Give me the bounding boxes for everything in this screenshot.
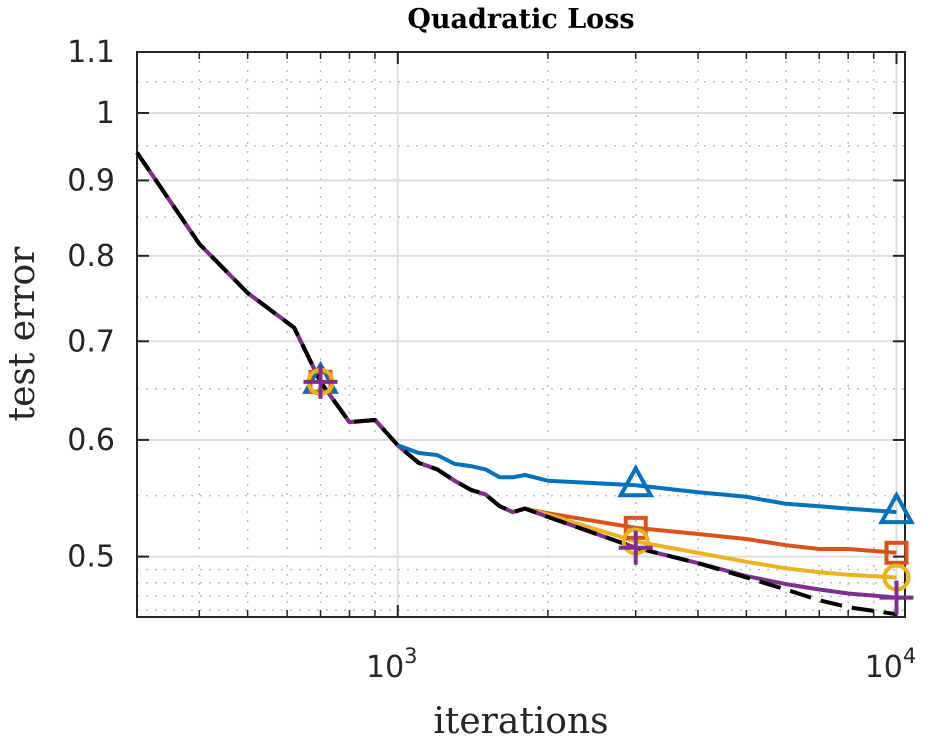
- series-red-line: [524, 506, 897, 555]
- plot-area-frame: [136, 51, 906, 618]
- y-axis-title: test error: [2, 246, 43, 422]
- series-blue-shared-line: [135, 151, 526, 515]
- x-tick-exponent: 4: [903, 644, 916, 668]
- x-tick-base: 10: [366, 650, 404, 685]
- x-tick-exponent: 3: [404, 644, 417, 668]
- series-purple-marker: [879, 580, 914, 615]
- series-red-shared-line: [135, 151, 526, 515]
- series-markers: [302, 360, 915, 615]
- tick-marks: [136, 51, 905, 617]
- series-purple-marker: [618, 530, 653, 565]
- y-tick-label: 0.9: [67, 163, 115, 198]
- y-tick-label: 0.8: [67, 239, 115, 274]
- x-tick-base: 10: [865, 650, 903, 685]
- x-tick-label: 103: [366, 644, 418, 685]
- series-red-marker: [884, 540, 909, 565]
- series-black-dashed-line: [135, 151, 897, 617]
- series-purple-marker: [303, 364, 338, 399]
- series-yellow-shared-line: [135, 151, 526, 515]
- series-purple-shared-line: [135, 151, 526, 515]
- chart-title: Quadratic Loss: [407, 4, 634, 35]
- series-blue-marker: [878, 491, 915, 525]
- y-tick-label: 0.5: [67, 540, 115, 575]
- y-tick-label: 1: [96, 96, 115, 131]
- series-yellow-line: [524, 506, 897, 580]
- x-tick-label: 104: [865, 644, 917, 685]
- y-tick-label: 1.1: [67, 35, 115, 70]
- x-axis-title: iterations: [433, 701, 608, 742]
- series-blue-marker: [617, 464, 655, 498]
- y-tick-label: 0.7: [67, 324, 115, 359]
- y-tick-label: 0.6: [67, 423, 115, 458]
- grid: [136, 51, 905, 617]
- series-lines: [135, 151, 905, 617]
- series-blue-line: [397, 443, 897, 515]
